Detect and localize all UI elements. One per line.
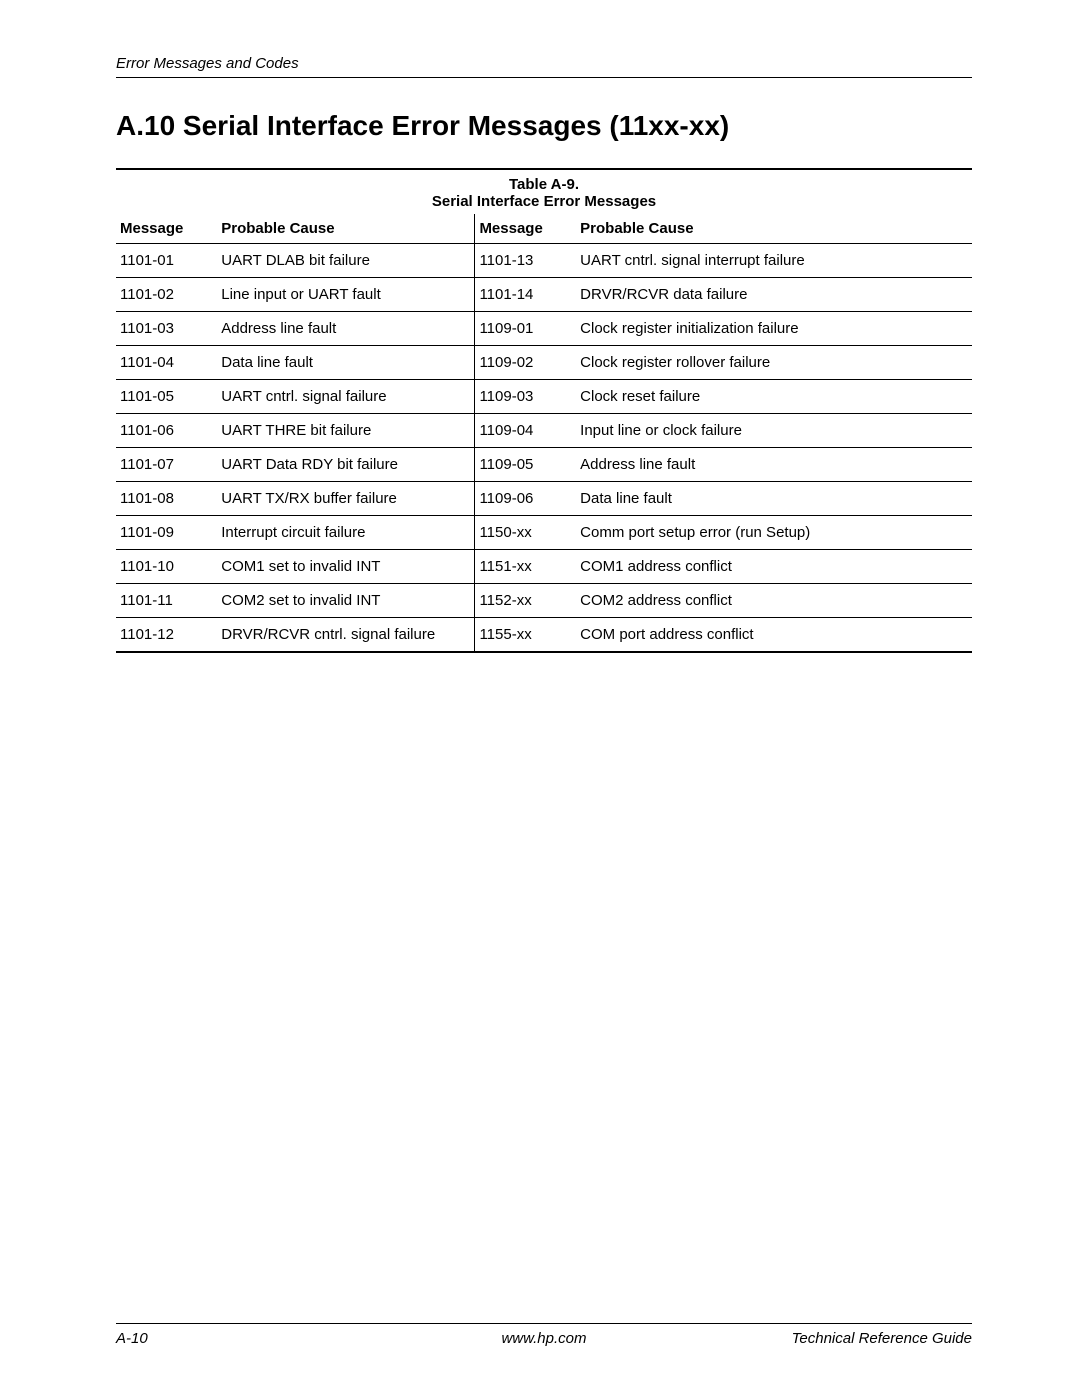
table-row: 1101-02Line input or UART fault1101-14DR… — [116, 278, 972, 312]
message-code: 1109-05 — [475, 448, 576, 482]
document-title: Technical Reference Guide — [687, 1330, 972, 1347]
message-code: 1101-01 — [116, 244, 217, 278]
probable-cause: DRVR/RCVR cntrl. signal failure — [217, 618, 475, 652]
message-code: 1101-13 — [475, 244, 576, 278]
message-code: 1101-08 — [116, 482, 217, 516]
message-code: 1101-11 — [116, 584, 217, 618]
message-code: 1101-10 — [116, 550, 217, 584]
table-body: 1101-01UART DLAB bit failure1101-13UART … — [116, 244, 972, 652]
table-row: 1101-07UART Data RDY bit failure1109-05A… — [116, 448, 972, 482]
message-code: 1109-06 — [475, 482, 576, 516]
message-code: 1101-06 — [116, 414, 217, 448]
message-code: 1101-03 — [116, 312, 217, 346]
message-code: 1109-01 — [475, 312, 576, 346]
running-header: Error Messages and Codes — [116, 55, 972, 78]
column-header-cause: Probable Cause — [217, 214, 475, 244]
table-header-row: Message Probable Cause Message Probable … — [116, 214, 972, 244]
message-code: 1101-09 — [116, 516, 217, 550]
table-row: 1101-08UART TX/RX buffer failure1109-06D… — [116, 482, 972, 516]
probable-cause: COM2 set to invalid INT — [217, 584, 475, 618]
probable-cause: UART cntrl. signal failure — [217, 380, 475, 414]
message-code: 1150-xx — [475, 516, 576, 550]
footer-url: www.hp.com — [401, 1330, 686, 1347]
page-footer: A-10 www.hp.com Technical Reference Guid… — [116, 1323, 972, 1347]
probable-cause: Data line fault — [576, 482, 972, 516]
message-code: 1101-14 — [475, 278, 576, 312]
probable-cause: COM2 address conflict — [576, 584, 972, 618]
message-code: 1109-04 — [475, 414, 576, 448]
message-code: 1101-07 — [116, 448, 217, 482]
probable-cause: Address line fault — [217, 312, 475, 346]
probable-cause: Input line or clock failure — [576, 414, 972, 448]
error-messages-table: Table A-9. Serial Interface Error Messag… — [116, 168, 972, 653]
message-code: 1101-12 — [116, 618, 217, 652]
probable-cause: DRVR/RCVR data failure — [576, 278, 972, 312]
probable-cause: Clock register initialization failure — [576, 312, 972, 346]
message-code: 1109-03 — [475, 380, 576, 414]
table-row: 1101-06UART THRE bit failure1109-04Input… — [116, 414, 972, 448]
probable-cause: UART THRE bit failure — [217, 414, 475, 448]
table-row: 1101-03Address line fault1109-01Clock re… — [116, 312, 972, 346]
message-code: 1101-05 — [116, 380, 217, 414]
probable-cause: UART cntrl. signal interrupt failure — [576, 244, 972, 278]
probable-cause: COM1 address conflict — [576, 550, 972, 584]
probable-cause: UART TX/RX buffer failure — [217, 482, 475, 516]
probable-cause: Interrupt circuit failure — [217, 516, 475, 550]
table-row: 1101-10COM1 set to invalid INT1151-xxCOM… — [116, 550, 972, 584]
message-code: 1151-xx — [475, 550, 576, 584]
table-number: Table A-9. — [116, 170, 972, 193]
running-title: Error Messages and Codes — [116, 55, 299, 72]
probable-cause: COM1 set to invalid INT — [217, 550, 475, 584]
message-code: 1101-04 — [116, 346, 217, 380]
probable-cause: Line input or UART fault — [217, 278, 475, 312]
message-code: 1155-xx — [475, 618, 576, 652]
table-row: 1101-09Interrupt circuit failure1150-xxC… — [116, 516, 972, 550]
probable-cause: UART Data RDY bit failure — [217, 448, 475, 482]
table-row: 1101-01UART DLAB bit failure1101-13UART … — [116, 244, 972, 278]
serial-interface-table: Message Probable Cause Message Probable … — [116, 214, 972, 651]
message-code: 1109-02 — [475, 346, 576, 380]
section-title: A.10 Serial Interface Error Messages (11… — [116, 110, 972, 142]
probable-cause: Address line fault — [576, 448, 972, 482]
table-title: Serial Interface Error Messages — [116, 193, 972, 214]
table-row: 1101-05UART cntrl. signal failure1109-03… — [116, 380, 972, 414]
column-header-cause: Probable Cause — [576, 214, 972, 244]
table-row: 1101-12DRVR/RCVR cntrl. signal failure11… — [116, 618, 972, 652]
table-row: 1101-11COM2 set to invalid INT1152-xxCOM… — [116, 584, 972, 618]
message-code: 1101-02 — [116, 278, 217, 312]
probable-cause: Clock register rollover failure — [576, 346, 972, 380]
column-header-message: Message — [475, 214, 576, 244]
page-number: A-10 — [116, 1330, 401, 1347]
column-header-message: Message — [116, 214, 217, 244]
probable-cause: COM port address conflict — [576, 618, 972, 652]
probable-cause: Clock reset failure — [576, 380, 972, 414]
table-row: 1101-04Data line fault1109-02Clock regis… — [116, 346, 972, 380]
probable-cause: UART DLAB bit failure — [217, 244, 475, 278]
document-page: Error Messages and Codes A.10 Serial Int… — [0, 0, 1080, 1397]
probable-cause: Comm port setup error (run Setup) — [576, 516, 972, 550]
probable-cause: Data line fault — [217, 346, 475, 380]
message-code: 1152-xx — [475, 584, 576, 618]
